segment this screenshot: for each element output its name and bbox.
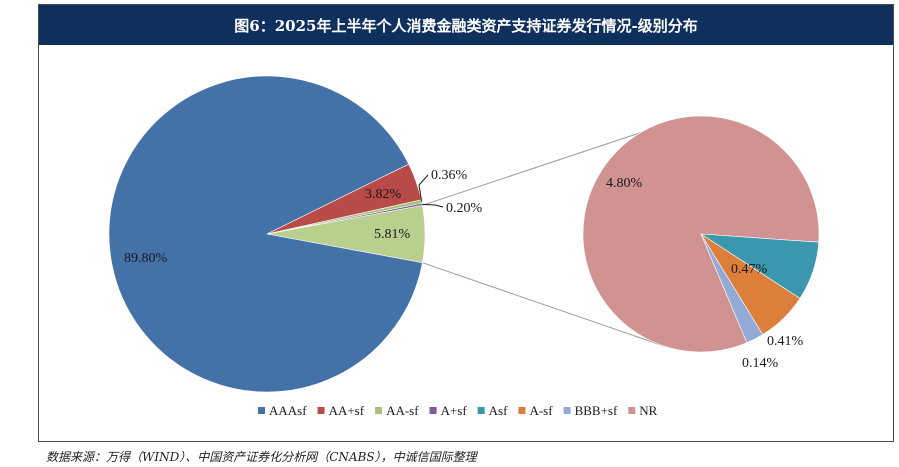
legend-swatch-a-plussf (429, 407, 437, 414)
pie-of-pie-chart: 89.80% 3.82% 5.81% 0.36% 0.20% 4.80% 0.47% 0.41… (108, 75, 820, 418)
label-bbb-plus-sf: 0.14% (742, 356, 779, 371)
label-other: 5.81% (374, 227, 411, 242)
legend-swatch-a-sf (518, 407, 526, 414)
legend-label-asf: Asf (489, 403, 508, 418)
label-nr: 4.80% (606, 176, 643, 191)
label-aaasf: 89.80% (124, 251, 168, 266)
legend-label-bbb-plussf: BBB+sf (575, 403, 618, 418)
slice-aaasf (108, 75, 423, 393)
legend-label-aaasf: AAAsf (269, 403, 307, 418)
label-aa-minus-sf: 0.36% (431, 168, 468, 183)
slice-bbb-plussf (700, 233, 764, 344)
legend-swatch-bbb-plussf (563, 407, 571, 414)
legend-swatch-asf (477, 407, 485, 414)
source-note: 数据来源：万得（WIND）、中国资产证券化分析网（CNABS），中诚信国际整理 (46, 450, 477, 464)
leader-line-a-plus-sf (422, 203, 444, 208)
legend-label-a-plussf: A+sf (441, 403, 468, 418)
label-a-minus-sf: 0.41% (767, 334, 804, 349)
main-pie (108, 75, 426, 393)
legend-swatch-aa-sf (375, 407, 383, 414)
legend-label-aa-plussf: AA+sf (329, 403, 365, 418)
legend: AAAsf AA+sf AA-sf A+sf Asf A-sf BBB+sf NR (258, 403, 658, 418)
legend-label-nr: NR (639, 403, 657, 418)
figure-title: 图6：2025年上半年个人消费金融类资产支持证券发行情况-级别分布 (39, 5, 893, 45)
leader-line-aa-minus-sf (418, 174, 429, 202)
legend-swatch-aaasf (258, 407, 265, 414)
label-aa-plus-sf: 3.82% (365, 187, 402, 202)
legend-label-a-sf: A-sf (529, 403, 553, 418)
label-a-plus-sf: 0.20% (446, 201, 483, 216)
legend-swatch-aa-plussf (317, 407, 325, 414)
label-asf: 0.47% (731, 262, 768, 277)
chart-area: 89.80% 3.82% 5.81% 0.36% 0.20% 4.80% 0.47% 0.41… (39, 45, 893, 442)
legend-swatch-nr (628, 407, 636, 414)
connector-line-bottom (422, 262, 665, 347)
legend-label-aa-sf: AA-sf (386, 403, 419, 418)
figure-frame: 图6：2025年上半年个人消费金融类资产支持证券发行情况-级别分布 89.80%… (38, 4, 894, 442)
data-labels: 89.80% 3.82% 5.81% 0.36% 0.20% 4.80% 0.47% 0.41… (124, 168, 804, 371)
secondary-pie (582, 115, 820, 353)
